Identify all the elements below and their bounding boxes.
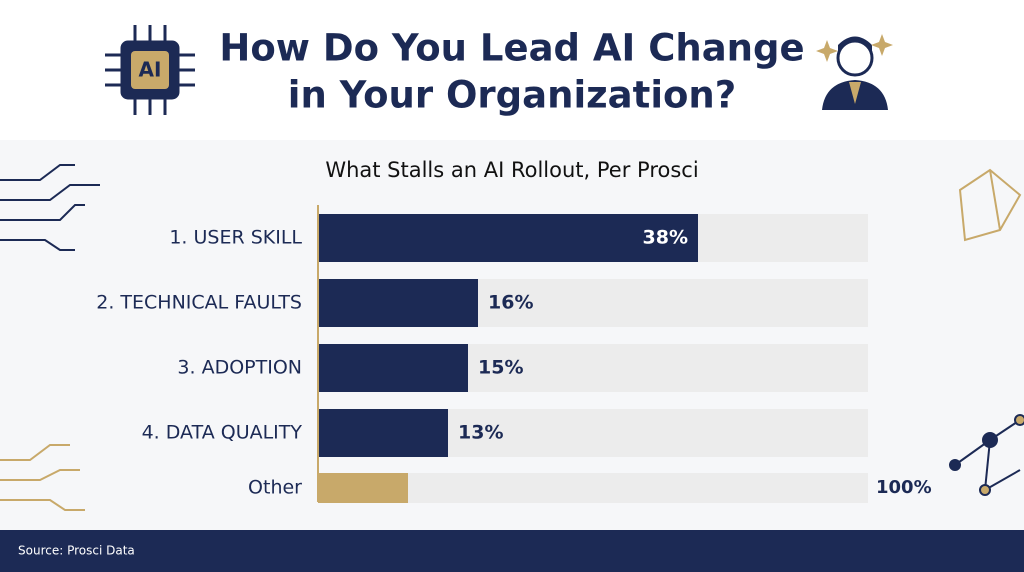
title-line: in Your Organization? bbox=[288, 74, 736, 117]
bar bbox=[318, 279, 478, 327]
circuit-decoration bbox=[0, 168, 1022, 511]
chip-icon bbox=[105, 25, 195, 115]
category-label: 1. USER SKILL bbox=[169, 227, 302, 249]
total-label: 100% bbox=[876, 477, 932, 498]
value-label: 13% bbox=[458, 422, 503, 444]
body-bg bbox=[0, 140, 1024, 532]
person-icon bbox=[816, 34, 893, 110]
bar bbox=[318, 409, 448, 457]
network-decoration bbox=[949, 414, 1024, 496]
category-label: 3. ADOPTION bbox=[177, 357, 302, 379]
category-label: 2. TECHNICAL FAULTS bbox=[96, 292, 302, 314]
bar-track bbox=[318, 473, 868, 503]
category-label: Other bbox=[248, 477, 302, 499]
value-label: 38% bbox=[643, 227, 688, 249]
footer-bg bbox=[0, 530, 1024, 572]
source-note: Source: Prosci Data bbox=[18, 544, 135, 558]
value-label: 16% bbox=[488, 292, 533, 314]
bar bbox=[318, 214, 698, 262]
category-label: 4. DATA QUALITY bbox=[142, 422, 303, 444]
title-line: How Do You Lead AI Change bbox=[219, 27, 804, 70]
chip-label: AI bbox=[139, 58, 162, 82]
bar bbox=[318, 344, 468, 392]
value-label: 15% bbox=[478, 357, 523, 379]
circuit-decoration bbox=[0, 164, 100, 251]
subtitle: What Stalls an AI Rollout, Per Prosci bbox=[325, 158, 698, 182]
bar bbox=[318, 473, 408, 503]
